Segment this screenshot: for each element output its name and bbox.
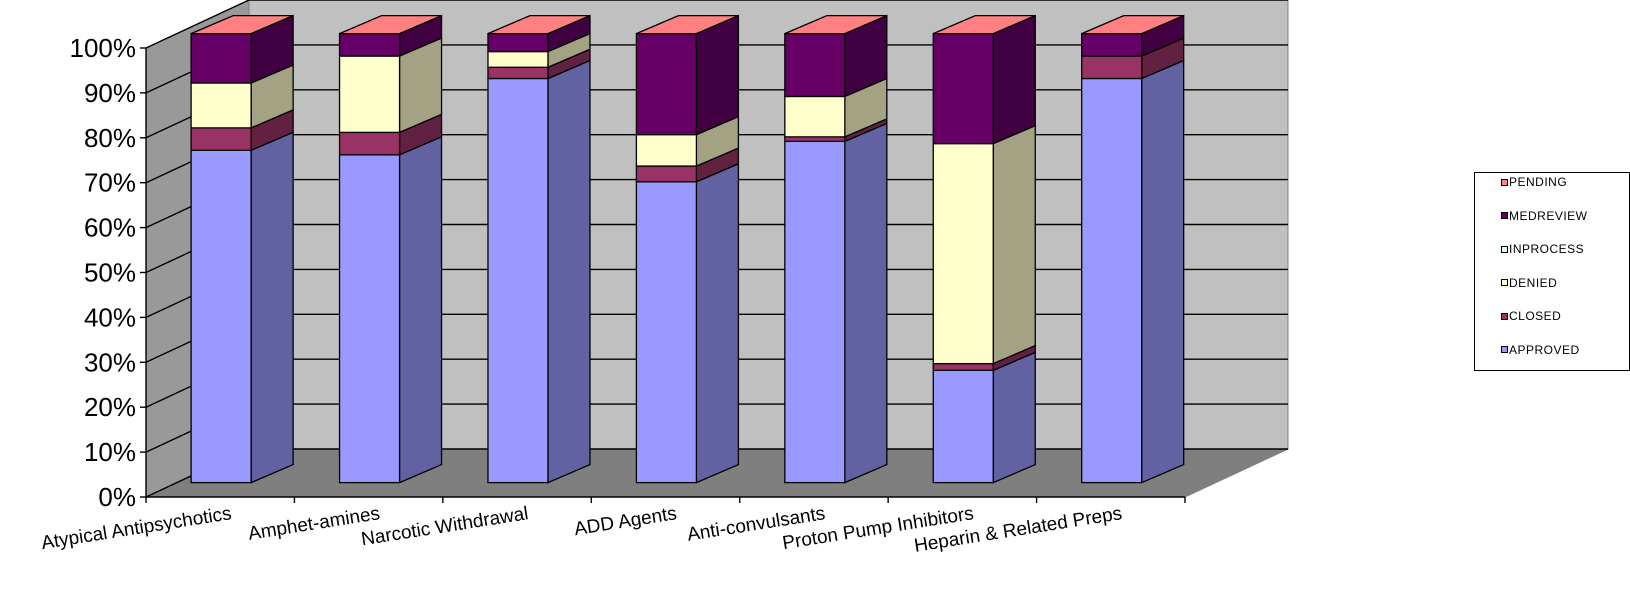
legend-item-denied: DENIED [1501,276,1557,290]
bar-heparin-and-related-preps-closed [1081,55,1143,80]
bar-add-agents-denied [635,133,698,167]
bar-narcotic-withdrawal-denied [487,50,549,68]
legend-label: DENIED [1509,275,1558,290]
bar-narcotic-withdrawal-closed [487,66,549,80]
legend-item-pending: PENDING [1501,175,1567,189]
legend-label: APPROVED [1509,342,1580,357]
bar-add-agents-medreview-side [695,14,740,136]
y-tick-label: 90% [84,78,136,108]
y-tick-label: 20% [84,392,136,422]
gridline [145,0,1288,49]
bar-top-atypical-antipsychotics [190,14,294,35]
bar-narcotic-withdrawal-approved [487,77,549,484]
bar-proton-pump-inhibitors-closed [932,362,994,371]
bar-top-proton-pump-inhibitors [933,14,1036,35]
legend: PENDING MEDREVIEW INPROCESS DENIED CLOSED APP… [1474,172,1630,371]
y-tick-label: 40% [84,302,136,332]
bar-group-atypical-antipsychotics [190,14,294,484]
bar-heparin-and-related-preps-approved-side [1141,59,1185,484]
legend-item-approved: APPROVED [1501,343,1580,357]
y-tick-label: 70% [84,168,136,198]
bar-group-anti-convulsants [784,14,888,484]
bar-anti-convulsants-approved-side [844,122,888,484]
bar-group-narcotic-withdrawal [487,14,591,484]
bar-proton-pump-inhibitors-medreview-side [992,14,1036,145]
bar-proton-pump-inhibitors-denied-side [992,124,1036,365]
bar-amphet-amines-closed [338,131,401,156]
bar-group-add-agents [635,14,740,484]
bar-proton-pump-inhibitors-approved [932,369,994,484]
legend-item-inprocess: INPROCESS [1501,242,1584,256]
legend-label: INPROCESS [1509,242,1585,256]
bar-anti-convulsants-medreview [784,32,846,98]
bar-atypical-antipsychotics-closed [190,127,252,151]
legend-swatch [1501,346,1508,353]
bar-narcotic-withdrawal-medreview [487,32,549,53]
bar-amphet-amines-denied [338,55,401,134]
legend-swatch [1501,212,1508,219]
bar-atypical-antipsychotics-denied [190,82,252,129]
y-tick-label: 60% [84,213,136,243]
bar-group-amphet-amines [338,14,443,484]
bar-anti-convulsants-closed [784,136,846,143]
bar-top-anti-convulsants [784,14,888,35]
y-tick-label: 10% [84,437,136,467]
bar-heparin-and-related-preps-medreview [1081,32,1143,57]
bar-top-add-agents [636,14,739,35]
bar-proton-pump-inhibitors-denied [932,142,994,365]
y-tick-label: 0% [98,482,136,512]
bar-heparin-and-related-preps-approved [1081,77,1143,484]
legend-swatch [1501,312,1508,320]
bar-narcotic-withdrawal-approved-side [547,59,591,484]
bar-top-narcotic-withdrawal [487,14,591,35]
x-tick-label: Narcotic Withdrawal [360,503,530,550]
legend-swatch [1501,245,1508,253]
bar-add-agents-approved [635,181,698,484]
bar-atypical-antipsychotics-approved-side [250,131,294,484]
bar-atypical-antipsychotics-medreview [190,32,252,84]
bar-group-proton-pump-inhibitors [932,14,1036,484]
bar-amphet-amines-medreview [338,32,401,57]
bar-add-agents-medreview [635,32,698,136]
legend-label: CLOSED [1509,309,1562,323]
bar-add-agents-approved-side [695,162,740,484]
legend-swatch [1501,178,1508,186]
y-tick-label: 80% [84,123,136,153]
legend-item-medreview: MEDREVIEW [1501,209,1588,223]
bar-group-heparin-and-related-preps [1081,14,1185,484]
bar-amphet-amines-approved [338,154,401,484]
bar-atypical-antipsychotics-approved [190,149,252,484]
bar-top-heparin-and-related-preps [1081,14,1184,35]
legend-label: PENDING [1509,175,1568,189]
bar-proton-pump-inhibitors-medreview [932,32,994,145]
legend-label: MEDREVIEW [1509,208,1588,223]
legend-swatch [1501,279,1508,286]
bar-anti-convulsants-approved [784,140,846,484]
legend-item-closed: CLOSED [1501,309,1561,323]
y-tick-label: 100% [70,33,137,63]
bar-add-agents-closed [635,165,698,183]
bar-anti-convulsants-denied [784,95,846,138]
bar-top-amphet-amines [339,14,442,35]
x-tick-label: ADD Agents [573,503,679,540]
bar-amphet-amines-approved-side [398,135,443,484]
y-tick-label: 30% [84,347,136,377]
y-tick-label: 50% [84,258,136,288]
bar-proton-pump-inhibitors-approved-side [992,351,1036,484]
x-tick-label: Atypical Antipsychotics [40,503,233,554]
